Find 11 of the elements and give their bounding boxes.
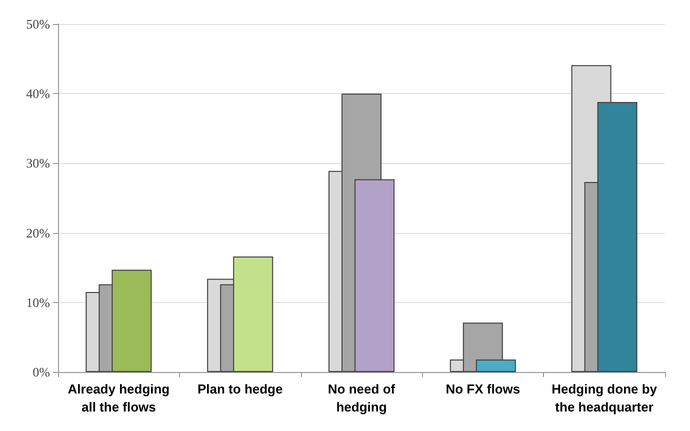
y-tick-label: 0% <box>32 364 50 380</box>
y-tick-label: 30% <box>26 156 50 171</box>
x-tick-label: No need of hedging <box>328 382 396 414</box>
y-tick-label: 10% <box>26 294 50 310</box>
x-tick-label: Plan to hedge <box>197 382 283 396</box>
x-tick-label: No FX flows <box>446 382 520 396</box>
y-tick-label: 50% <box>26 16 50 32</box>
y-tick-label: 40% <box>26 86 50 102</box>
y-tick-label: 20% <box>26 225 50 240</box>
x-tick-label: Already hedging all the flows <box>68 382 170 414</box>
x-tick-label: Hedging done by the headquarter <box>552 382 658 414</box>
